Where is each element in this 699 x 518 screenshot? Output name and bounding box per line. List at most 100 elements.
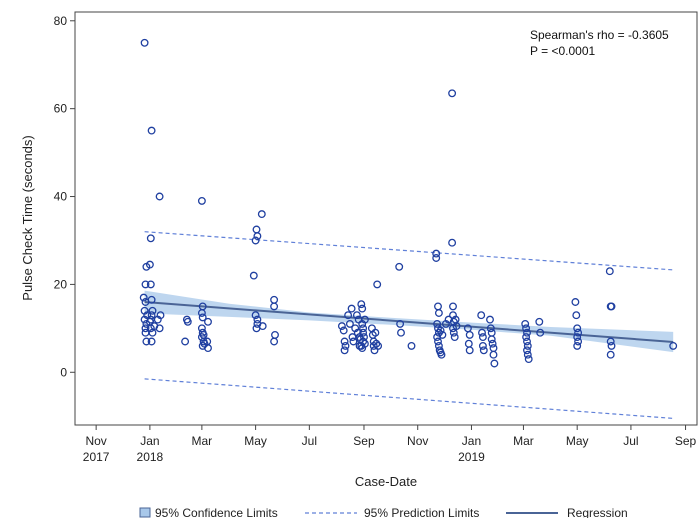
data-point <box>146 234 155 243</box>
prediction-limit-upper <box>144 231 674 271</box>
data-point <box>147 337 156 346</box>
data-point <box>522 333 531 342</box>
data-point <box>147 295 156 304</box>
data-point <box>344 311 353 320</box>
data-point <box>478 341 487 350</box>
data-point <box>477 311 486 320</box>
data-point <box>436 326 445 335</box>
data-point <box>488 339 497 348</box>
data-point <box>359 324 368 333</box>
data-point <box>450 333 459 342</box>
y-tick-label: 80 <box>54 14 68 28</box>
data-point <box>449 328 458 337</box>
x-tick-label: Jul <box>302 434 317 448</box>
data-point <box>204 344 212 353</box>
x-tick-year-label: 2017 <box>83 450 110 464</box>
y-axis: 0 20 40 60 80 <box>54 14 75 379</box>
data-point <box>270 302 279 311</box>
regression-layer <box>144 300 674 343</box>
data-point <box>573 333 582 342</box>
y-tick-label: 20 <box>54 277 68 291</box>
data-point <box>270 295 279 304</box>
data-point <box>258 322 267 331</box>
data-point <box>536 328 545 337</box>
data-point <box>142 337 151 346</box>
data-point <box>605 267 614 276</box>
data-point <box>432 254 441 262</box>
data-points-layer <box>139 38 678 368</box>
data-point <box>347 304 356 313</box>
x-tick-year-label: 2019 <box>458 450 485 464</box>
data-point <box>449 302 457 311</box>
data-point <box>359 328 368 337</box>
data-point <box>448 89 457 98</box>
data-point <box>448 238 457 247</box>
data-point <box>249 271 258 280</box>
data-point <box>606 350 615 359</box>
data-point <box>524 355 533 364</box>
data-point <box>140 38 149 47</box>
data-point <box>146 280 155 289</box>
data-point <box>147 126 156 135</box>
x-tick-label: Mar <box>513 434 534 448</box>
data-point <box>396 319 405 328</box>
data-point <box>141 324 150 333</box>
x-tick-year-label: 2018 <box>137 450 164 464</box>
legend-regression-label: Regression <box>567 506 628 518</box>
y-tick-label: 60 <box>54 102 68 116</box>
data-point <box>155 324 164 333</box>
x-tick-label: Nov <box>85 434 106 448</box>
data-point <box>397 328 405 337</box>
data-point <box>479 346 488 355</box>
x-tick-label: May <box>244 434 267 448</box>
data-point <box>432 249 441 258</box>
data-point <box>370 346 379 355</box>
data-point <box>521 319 530 328</box>
data-point <box>337 322 346 331</box>
data-point <box>360 315 369 324</box>
data-point <box>197 309 206 317</box>
x-tick-label: Jan <box>140 434 159 448</box>
x-tick-label: Sep <box>353 434 375 448</box>
data-point <box>341 341 350 350</box>
data-point <box>339 326 348 335</box>
plot-frame <box>74 11 698 426</box>
data-point <box>489 350 498 359</box>
data-point <box>139 293 148 302</box>
data-point <box>437 350 446 359</box>
data-point <box>607 302 616 311</box>
data-point <box>434 309 443 317</box>
data-point <box>204 317 212 326</box>
prediction-limits-layer <box>144 231 674 420</box>
data-point <box>464 339 473 348</box>
data-point <box>345 319 354 328</box>
data-point <box>145 260 154 269</box>
data-point <box>197 196 206 205</box>
data-point <box>251 236 260 245</box>
x-tick-label: Jul <box>623 434 638 448</box>
data-point <box>352 311 361 320</box>
y-axis-title: Pulse Check Time (seconds) <box>20 135 35 300</box>
data-point <box>573 341 582 350</box>
data-point <box>523 341 532 350</box>
data-point <box>358 304 367 313</box>
p-value-annotation: P = <0.0001 <box>530 44 596 58</box>
data-point <box>253 232 262 241</box>
data-point <box>147 311 156 320</box>
x-tick-label: Jan <box>462 434 481 448</box>
data-point <box>434 337 442 346</box>
data-point <box>372 339 381 348</box>
data-point <box>523 346 531 355</box>
data-point <box>253 315 262 324</box>
data-point <box>371 328 380 337</box>
data-point <box>340 337 349 346</box>
data-point <box>395 262 404 271</box>
data-point <box>433 319 442 328</box>
y-tick-label: 40 <box>54 190 68 204</box>
data-point <box>606 337 615 346</box>
data-point <box>465 330 474 339</box>
data-point <box>181 337 190 346</box>
data-point <box>486 324 495 333</box>
data-point <box>199 330 208 339</box>
